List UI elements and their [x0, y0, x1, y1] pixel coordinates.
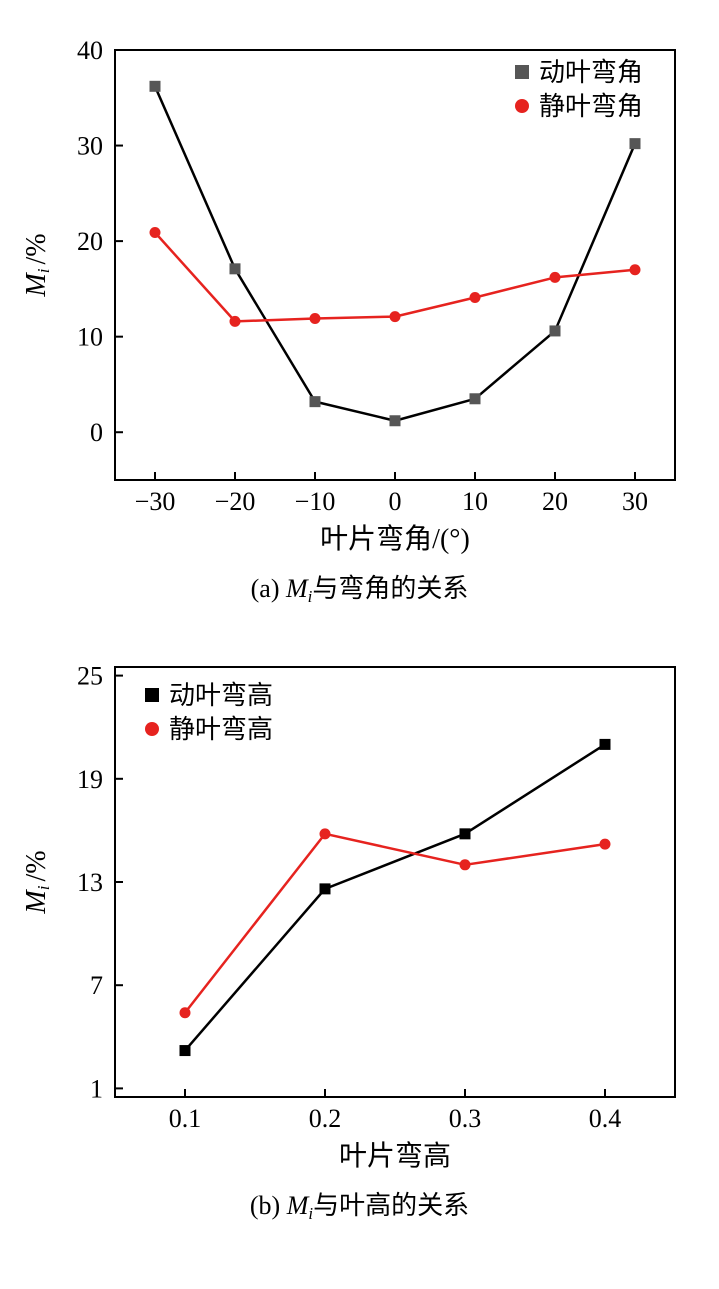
- caption-b-M: M: [287, 1191, 309, 1220]
- svg-text:20: 20: [77, 227, 103, 256]
- svg-text:10: 10: [462, 487, 488, 516]
- svg-text:叶片弯角/(°): 叶片弯角/(°): [320, 523, 470, 555]
- svg-text:10: 10: [77, 323, 103, 352]
- svg-text:−20: −20: [215, 487, 256, 516]
- figure-container: −30 −20 −10 0 10 20 30 叶片弯角/(°) 0 10 20 30 40 Mi/% 动叶弯…: [0, 0, 719, 1284]
- panel-b: 0.1 0.2 0.3 0.4 叶片弯高 1 7 13 19 25 Mi/% 动叶弯高静叶弯高 (b)…: [10, 637, 709, 1224]
- caption-a: (a) Mi与弯角的关系: [10, 568, 709, 607]
- caption-b-pre: (b): [250, 1191, 287, 1220]
- svg-text:Mi/%: Mi/%: [21, 233, 53, 297]
- panel-a: −30 −20 −10 0 10 20 30 叶片弯角/(°) 0 10 20 30 40 Mi/% 动叶弯…: [10, 20, 709, 607]
- svg-text:0.1: 0.1: [169, 1104, 202, 1133]
- svg-text:1: 1: [90, 1074, 103, 1103]
- svg-text:30: 30: [622, 487, 648, 516]
- svg-text:0.3: 0.3: [449, 1104, 482, 1133]
- svg-text:静叶弯角: 静叶弯角: [539, 92, 643, 121]
- caption-b: (b) Mi与叶高的关系: [10, 1185, 709, 1224]
- caption-b-post: 与叶高的关系: [313, 1191, 469, 1220]
- caption-a-M: M: [286, 574, 308, 603]
- svg-text:20: 20: [542, 487, 568, 516]
- svg-text:0: 0: [389, 487, 402, 516]
- svg-text:−30: −30: [135, 487, 176, 516]
- svg-text:叶片弯高: 叶片弯高: [339, 1140, 451, 1172]
- caption-a-pre: (a): [251, 574, 286, 603]
- svg-text:13: 13: [77, 868, 103, 897]
- svg-text:动叶弯角: 动叶弯角: [539, 58, 643, 87]
- svg-text:−10: −10: [295, 487, 336, 516]
- chart-b-svg: 0.1 0.2 0.3 0.4 叶片弯高 1 7 13 19 25 Mi/% 动叶弯高静叶弯高: [10, 637, 715, 1177]
- svg-text:25: 25: [77, 662, 103, 691]
- caption-a-post: 与弯角的关系: [312, 574, 468, 603]
- svg-text:0.4: 0.4: [589, 1104, 622, 1133]
- svg-text:动叶弯高: 动叶弯高: [169, 681, 273, 710]
- svg-text:30: 30: [77, 132, 103, 161]
- svg-text:0.2: 0.2: [309, 1104, 342, 1133]
- svg-text:40: 40: [77, 36, 103, 65]
- svg-text:Mi/%: Mi/%: [21, 850, 53, 914]
- svg-text:静叶弯高: 静叶弯高: [169, 715, 273, 744]
- svg-text:7: 7: [90, 971, 103, 1000]
- chart-a-svg: −30 −20 −10 0 10 20 30 叶片弯角/(°) 0 10 20 30 40 Mi/% 动叶弯…: [10, 20, 715, 560]
- svg-text:0: 0: [90, 418, 103, 447]
- svg-text:19: 19: [77, 765, 103, 794]
